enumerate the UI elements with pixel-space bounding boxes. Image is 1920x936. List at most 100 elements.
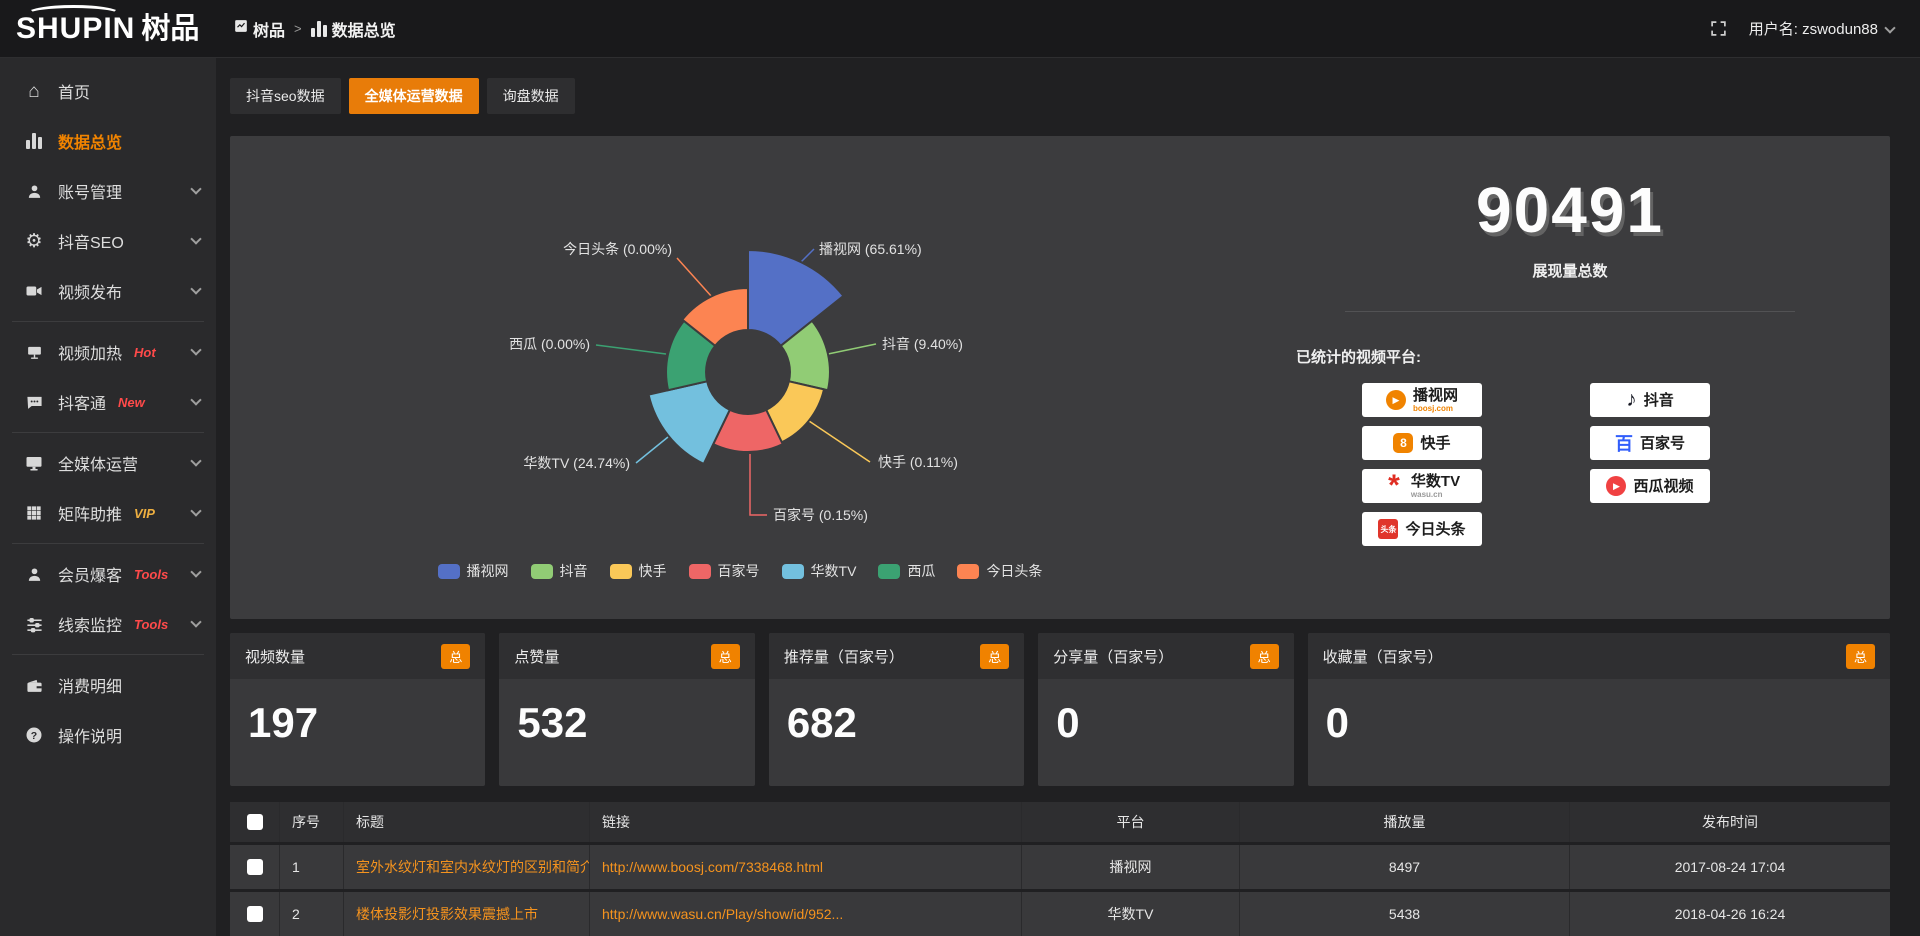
cell-link[interactable]: http://www.boosj.com/7338468.html — [590, 845, 1022, 889]
stat-card-recommends: 推荐量（百家号）总 682 — [768, 633, 1025, 786]
platform-badge-wasutv: * 华数TV wasu.cn — [1362, 469, 1482, 503]
dashboard-icon — [234, 19, 248, 38]
chevron-down-icon — [190, 566, 202, 578]
platform-badge-xigua: ▶ 西瓜视频 — [1590, 469, 1710, 503]
pie-slice-wasutv[interactable] — [647, 380, 732, 466]
legend-item-boshiwang[interactable]: 播视网 — [437, 561, 509, 581]
chart-legend: 播视网 抖音 快手 百家号 华数TV 西瓜 今日头条 — [230, 561, 1250, 581]
kuaishou-icon: 8 — [1393, 433, 1414, 453]
stat-card-video-count: 视频数量总 197 — [230, 633, 486, 786]
chevron-down-icon — [190, 283, 202, 295]
tab-omnimedia-data[interactable]: 全媒体运营数据 — [348, 78, 479, 114]
logo-brand-cn: 树品 — [141, 12, 200, 45]
legend-item-toutiao[interactable]: 今日头条 — [957, 561, 1042, 581]
platforms-title: 已统计的视频平台: — [1296, 349, 1421, 366]
platform-badge-kuaishou: 8 快手 — [1362, 426, 1482, 460]
legend-item-douyin[interactable]: 抖音 — [530, 561, 588, 581]
cell-index: 1 — [280, 845, 344, 889]
user-menu[interactable]: 用户名: zswodun88 — [1749, 18, 1896, 39]
sidebar-item-doukettong[interactable]: 抖客通 New — [0, 377, 216, 427]
col-platform: 平台 — [1022, 802, 1240, 842]
summary-panel: 90491 展现量总数 已统计的视频平台: ▶ 播视网 boosj.com — [1250, 136, 1890, 619]
chevron-down-icon — [190, 183, 202, 195]
sidebar-item-spend-detail[interactable]: 消费明细 — [0, 660, 216, 710]
baijia-icon: 百 — [1614, 434, 1633, 454]
video-table: 序号 标题 链接 平台 播放量 发布时间 1 室外水纹灯和室内水纹灯的区别和简介… — [230, 802, 1890, 936]
pie-label-boshiwang: 播视网 (65.61%) — [819, 241, 922, 257]
sidebar-item-home[interactable]: ⌂ 首页 — [0, 66, 216, 116]
cell-platform: 华数TV — [1022, 892, 1240, 936]
pie-slice-toutiao[interactable] — [680, 286, 749, 348]
grid-icon — [22, 505, 46, 521]
sidebar-item-data-overview[interactable]: 数据总览 — [0, 116, 216, 166]
cell-title[interactable]: 室外水纹灯和室内水纹灯的区别和简介 — [344, 845, 590, 889]
col-link: 链接 — [590, 802, 1022, 842]
tab-inquiry-data[interactable]: 询盘数据 — [486, 78, 575, 114]
stat-card-likes: 点赞量总 532 — [499, 633, 755, 786]
cell-publish-time: 2018-04-26 16:24 — [1674, 906, 1786, 922]
pie-slice-douyin[interactable] — [779, 319, 831, 392]
platform-badge-baijiahao: 百 百家号 — [1590, 426, 1710, 460]
chevron-down-icon — [1884, 21, 1896, 34]
sidebar-item-help[interactable]: ? 操作说明 — [0, 710, 216, 760]
fullscreen-icon[interactable] — [1710, 20, 1727, 37]
bar-chart-icon — [310, 20, 327, 37]
select-all-checkbox[interactable] — [246, 814, 263, 830]
total-badge: 总 — [1249, 643, 1279, 669]
chat-icon — [22, 394, 46, 411]
legend-item-baijiahao[interactable]: 百家号 — [688, 561, 760, 581]
help-icon: ? — [22, 726, 46, 744]
cell-publish-time: 2017-08-24 17:04 — [1674, 859, 1786, 875]
sidebar-item-video-publish[interactable]: 视频发布 — [0, 266, 216, 316]
user-icon — [22, 183, 46, 200]
vip-badge: VIP — [134, 505, 155, 521]
total-badge: 总 — [710, 643, 740, 669]
breadcrumb-root[interactable]: 树品 — [234, 17, 285, 41]
chevron-down-icon — [190, 505, 202, 517]
sidebar-item-account[interactable]: 账号管理 — [0, 166, 216, 216]
tools-badge: Tools — [134, 616, 169, 632]
home-icon: ⌂ — [28, 80, 40, 102]
impressions-total-value: 90491 — [1476, 174, 1664, 246]
legend-item-kuaishou[interactable]: 快手 — [609, 561, 667, 581]
cell-title[interactable]: 楼体投影灯投影效果震撼上市 — [344, 892, 590, 936]
legend-swatch — [688, 563, 711, 579]
bar-chart-icon — [22, 133, 46, 149]
wallet-icon — [22, 677, 46, 694]
video-icon — [22, 282, 46, 300]
pie-label-wasutv: 华数TV (24.74%) — [523, 455, 630, 471]
sidebar-item-member-burst[interactable]: 会员爆客 Tools — [0, 549, 216, 599]
sidebar-item-omnimedia[interactable]: 全媒体运营 — [0, 438, 216, 488]
main-content: 抖音seo数据 全媒体运营数据 询盘数据 — [216, 58, 1920, 936]
cell-platform: 播视网 — [1022, 845, 1240, 889]
legend-swatch — [530, 563, 553, 579]
stat-value: 0 — [1325, 699, 1349, 746]
pie-slice-boshiwang[interactable] — [747, 248, 845, 348]
sidebar-item-matrix-boost[interactable]: 矩阵助推 VIP — [0, 488, 216, 538]
platform-badge-boshiwang: ▶ 播视网 boosj.com — [1362, 383, 1482, 417]
cell-index: 2 — [280, 892, 344, 936]
chevron-down-icon — [190, 344, 202, 356]
cell-link[interactable]: http://www.wasu.cn/Play/show/id/952... — [590, 892, 1022, 936]
legend-item-wasutv[interactable]: 华数TV — [781, 561, 856, 581]
sidebar-item-lead-monitor[interactable]: 线索监控 Tools — [0, 599, 216, 649]
tab-douyin-seo-data[interactable]: 抖音seo数据 — [230, 78, 341, 114]
chevron-down-icon — [190, 616, 202, 628]
stat-value: 682 — [786, 699, 857, 746]
stat-value: 0 — [1056, 699, 1080, 746]
logo: SHUPIN 树品 — [0, 4, 216, 45]
legend-item-xigua[interactable]: 西瓜 — [878, 561, 935, 581]
chart-panel: 播视网 (65.61%) 抖音 (9.40%) 快手 (0.11%) 百家号 (… — [230, 136, 1890, 619]
row-checkbox[interactable] — [246, 859, 263, 875]
table-row: 2 楼体投影灯投影效果震撼上市 http://www.wasu.cn/Play/… — [230, 892, 1890, 936]
row-checkbox[interactable] — [246, 906, 263, 922]
sidebar: ⌂ 首页 数据总览 账号管理 ⚙ 抖音SEO — [0, 58, 216, 936]
sidebar-item-douyin-seo[interactable]: ⚙ 抖音SEO — [0, 216, 216, 266]
chevron-down-icon — [190, 233, 202, 245]
sidebar-item-video-heat[interactable]: 视频加热 Hot — [0, 327, 216, 377]
sidebar-divider — [12, 543, 204, 544]
music-note-icon: ♪ — [1626, 388, 1637, 411]
stat-value: 197 — [248, 699, 319, 746]
stat-card-favorites: 收藏量（百家号）总 0 — [1307, 633, 1890, 786]
svg-text:?: ? — [31, 730, 37, 742]
